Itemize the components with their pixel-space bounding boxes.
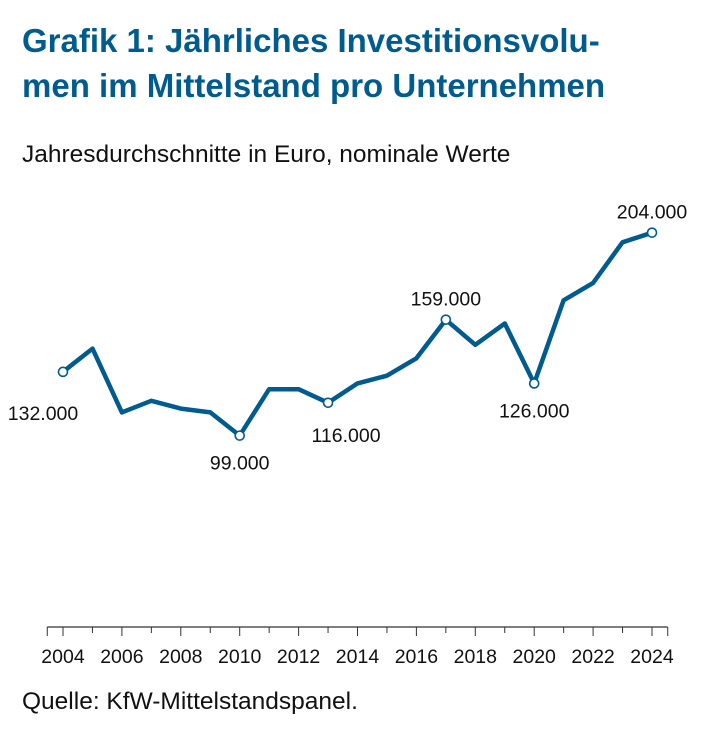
data-point-marker bbox=[234, 430, 245, 441]
x-tick-label: 2012 bbox=[277, 646, 320, 668]
data-label: 116.000 bbox=[312, 425, 381, 447]
chart-subtitle: Jahresdurchschnitte in Euro, nominale We… bbox=[22, 141, 511, 168]
x-tick-label: 2008 bbox=[159, 646, 202, 668]
title-line-2: men im Mittelstand pro Unternehmen bbox=[22, 67, 606, 104]
x-tick-label: 2004 bbox=[41, 646, 85, 668]
data-label: 99.000 bbox=[210, 453, 270, 475]
x-tick-label: 2010 bbox=[218, 646, 262, 668]
x-tick-label: 2006 bbox=[100, 646, 143, 668]
chart-title: Grafik 1: Jährliches Investitionsvolu- m… bbox=[22, 18, 702, 108]
title-line-1: Grafik 1: Jährliches Investitionsvolu- bbox=[22, 22, 600, 59]
data-label: 126.000 bbox=[499, 400, 570, 422]
x-tick-label: 2018 bbox=[454, 646, 497, 668]
data-point-marker bbox=[57, 366, 69, 378]
line-chart: 2004 2006 2008 2010 2012 2014 2016 2018 2020 2022… bbox=[8, 202, 688, 668]
data-point-marker bbox=[528, 378, 540, 389]
x-tick-label: 2016 bbox=[395, 646, 438, 668]
source-note: Quelle: KfW-Mittelstandspanel. bbox=[22, 688, 358, 715]
data-label: 132.000 bbox=[8, 403, 79, 425]
data-label: 204.000 bbox=[617, 202, 688, 224]
x-tick-label: 2020 bbox=[513, 646, 557, 668]
data-label: 159.000 bbox=[411, 289, 482, 311]
data-point-marker bbox=[322, 397, 334, 409]
data-point-marker bbox=[440, 314, 452, 325]
x-tick-label: 2022 bbox=[571, 646, 614, 668]
data-point-marker bbox=[646, 227, 658, 238]
data-line bbox=[61, 230, 653, 438]
x-tick-label: 2024 bbox=[630, 646, 674, 668]
x-tick-label: 2014 bbox=[336, 646, 380, 668]
